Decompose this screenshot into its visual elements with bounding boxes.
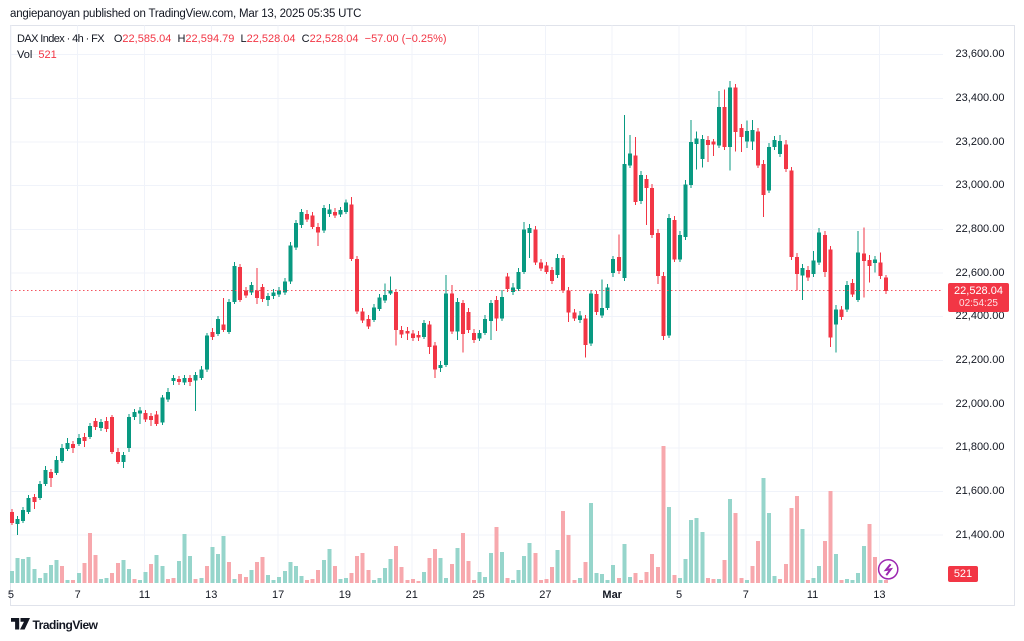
svg-text:TradingView: TradingView [33, 618, 99, 632]
